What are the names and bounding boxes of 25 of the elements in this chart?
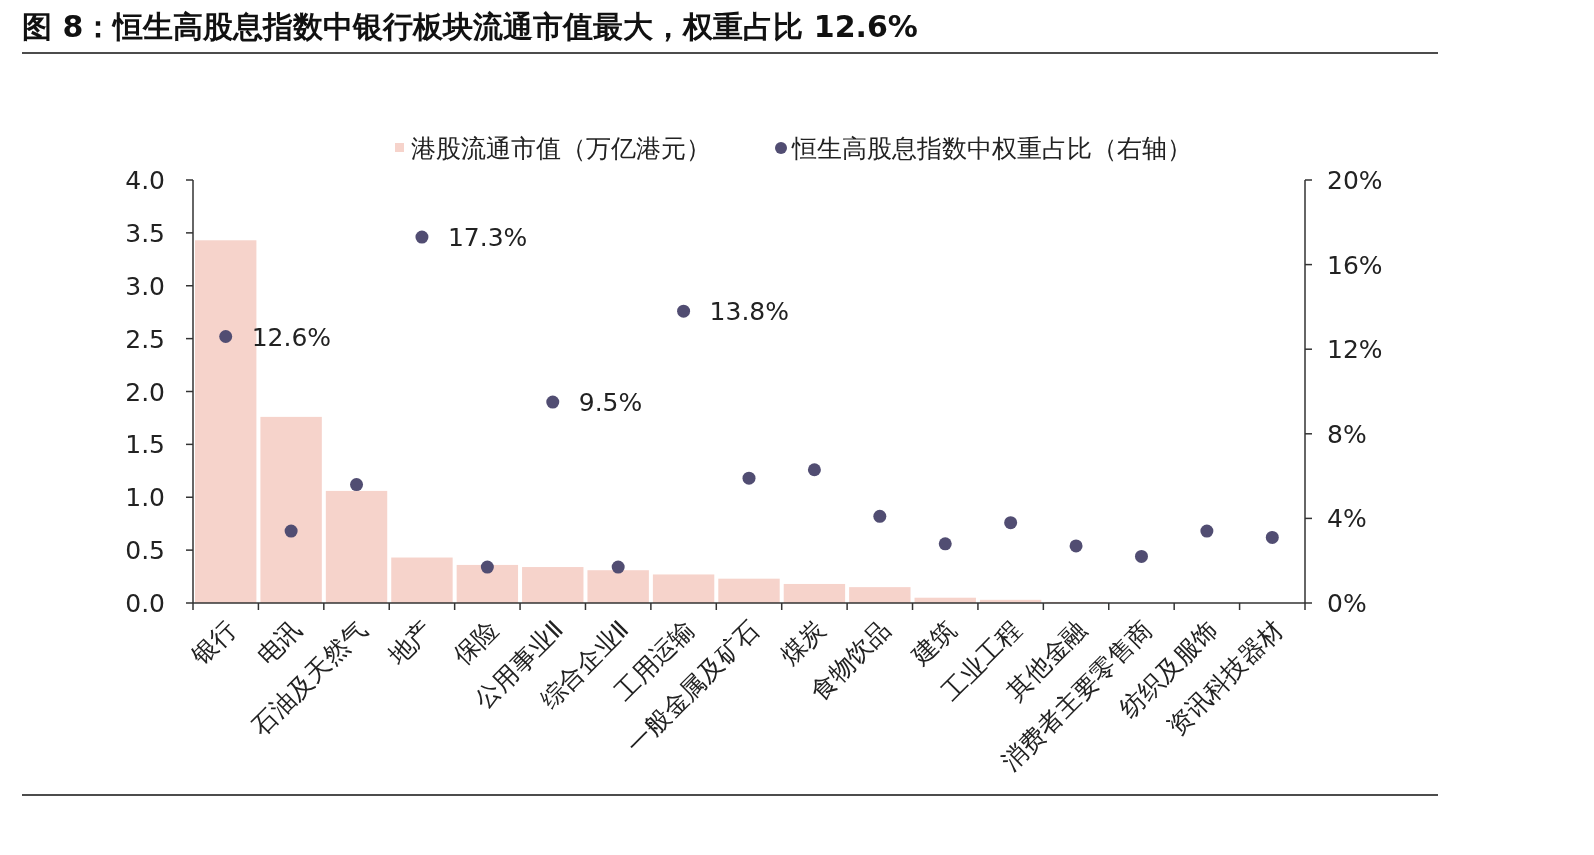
y-tick-label: 3.0 bbox=[125, 271, 165, 301]
y2-tick-label: 16% bbox=[1327, 250, 1383, 280]
y2-tick-label: 12% bbox=[1327, 335, 1383, 365]
y-tick-label: 2.5 bbox=[125, 324, 165, 354]
chart-title: 图 8：恒生高股息指数中银行板块流通市值最大，权重占比 12.6% bbox=[22, 9, 918, 44]
y-tick-label: 3.5 bbox=[125, 218, 165, 248]
legend-label: 港股流通市值（万亿港元） bbox=[411, 134, 711, 163]
x-tick-label: 地产 bbox=[381, 614, 439, 672]
x-tick-label: 建筑 bbox=[904, 614, 962, 672]
data-label: 12.6% bbox=[251, 322, 332, 352]
y-tick-label: 1.0 bbox=[125, 483, 165, 513]
x-tick-label: 银行 bbox=[185, 614, 242, 672]
legend-label: 恒生高股息指数中权重占比（右轴） bbox=[791, 134, 1192, 163]
y-tick-label: 4.0 bbox=[125, 166, 165, 195]
y2-tick-label: 0% bbox=[1327, 589, 1367, 618]
data-label: 17.3% bbox=[447, 223, 528, 253]
y-tick-label: 0.0 bbox=[125, 589, 165, 618]
y-tick-label: 0.5 bbox=[125, 536, 165, 566]
y-tick-label: 2.0 bbox=[125, 377, 165, 407]
data-label: 9.5% bbox=[578, 388, 643, 418]
y2-tick-label: 20% bbox=[1327, 166, 1383, 195]
y2-tick-label: 4% bbox=[1327, 504, 1367, 534]
y-tick-label: 1.5 bbox=[125, 430, 165, 460]
data-label: 13.8% bbox=[709, 297, 790, 327]
y2-tick-label: 8% bbox=[1327, 419, 1367, 449]
